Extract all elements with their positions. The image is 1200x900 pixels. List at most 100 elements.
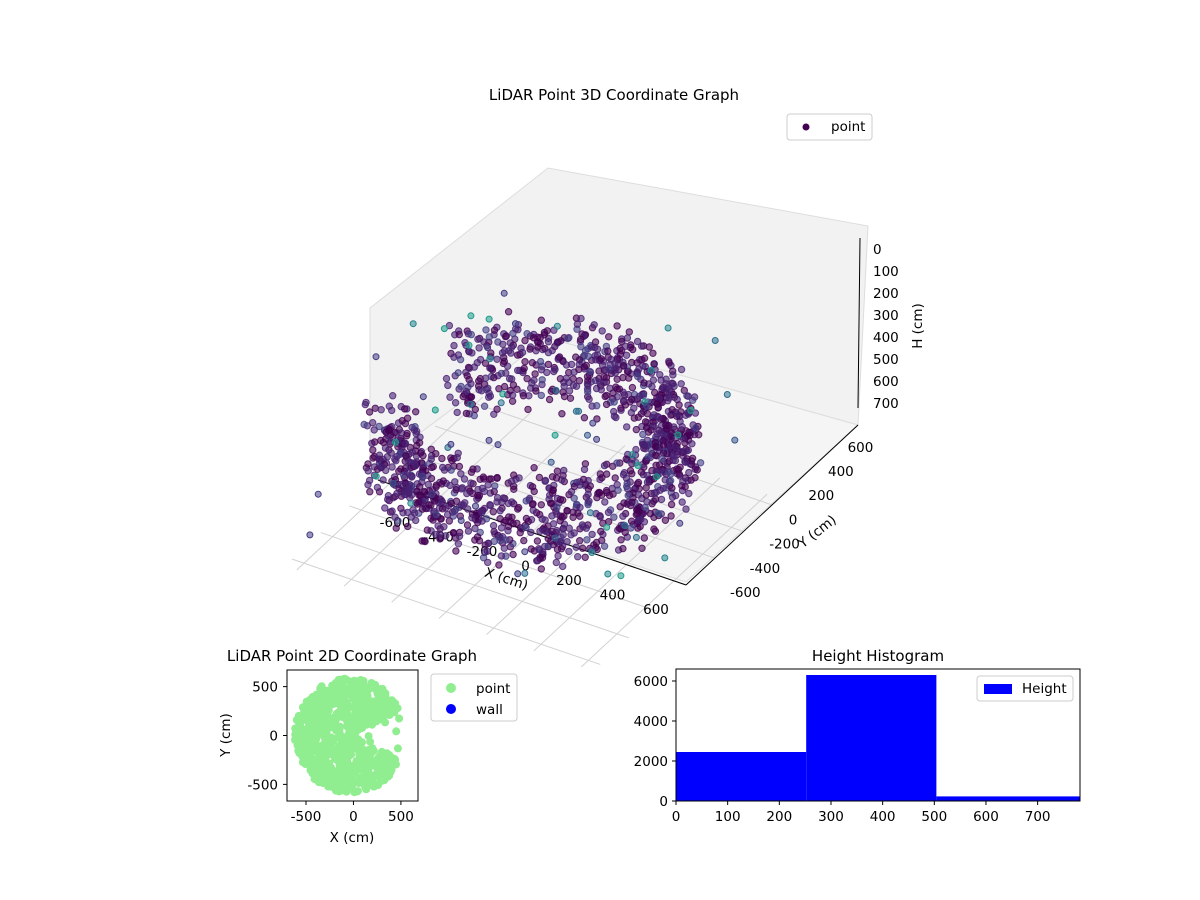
outlier-point-3d bbox=[654, 509, 662, 517]
data-point-3d bbox=[411, 462, 420, 470]
data-point-2d bbox=[318, 754, 327, 763]
data-point-2d bbox=[370, 684, 379, 693]
outlier-point-3d bbox=[499, 390, 507, 398]
data-point-3d bbox=[537, 501, 545, 509]
data-point-3d bbox=[484, 539, 493, 548]
data-point-2d bbox=[336, 730, 344, 739]
data-point-3d bbox=[377, 406, 385, 414]
2d-tick-labels: -500 0 500 -500 0 500 bbox=[247, 680, 413, 825]
data-point-3d bbox=[622, 455, 630, 463]
data-point-2d bbox=[344, 720, 353, 729]
data-point-3d bbox=[552, 474, 561, 482]
data-point-3d bbox=[585, 497, 593, 505]
data-point-2d bbox=[356, 676, 365, 684]
data-point-3d bbox=[486, 364, 494, 372]
data-point-3d bbox=[461, 499, 469, 507]
data-point-3d bbox=[496, 515, 504, 523]
data-point-3d bbox=[452, 497, 461, 505]
data-point-3d bbox=[584, 388, 592, 396]
data-point-3d bbox=[596, 378, 604, 386]
data-point-3d bbox=[402, 452, 410, 460]
tick-label-z-3d: 0 bbox=[873, 242, 882, 258]
outlier-point-3d bbox=[472, 502, 479, 510]
data-point-3d bbox=[502, 536, 510, 544]
data-point-2d bbox=[291, 732, 300, 740]
data-point-3d bbox=[392, 524, 400, 532]
legend-histogram-frame bbox=[976, 675, 1074, 702]
data-point-2d bbox=[364, 709, 373, 717]
legend-2d-point-marker bbox=[446, 683, 456, 693]
outlier-point-3d bbox=[589, 419, 597, 427]
data-point-3d bbox=[552, 558, 560, 567]
data-point-3d bbox=[562, 374, 570, 382]
data-point-3d bbox=[547, 499, 555, 507]
outlier-point-3d bbox=[551, 431, 559, 439]
data-point-3d bbox=[375, 422, 383, 431]
data-point-3d bbox=[439, 463, 447, 472]
data-point-3d bbox=[613, 385, 621, 393]
data-point-3d bbox=[391, 513, 399, 521]
data-point-3d bbox=[593, 402, 601, 410]
data-point-2d bbox=[393, 744, 402, 753]
outlier-point-3d bbox=[723, 391, 731, 398]
data-point-3d bbox=[660, 384, 668, 393]
data-point-3d bbox=[455, 532, 464, 540]
data-point-3d bbox=[506, 386, 514, 395]
data-point-3d bbox=[370, 426, 378, 434]
data-point-3d bbox=[365, 408, 374, 416]
data-point-2d bbox=[321, 734, 330, 743]
data-point-3d bbox=[623, 423, 631, 431]
outlier-point-3d bbox=[586, 509, 594, 517]
data-point-3d bbox=[643, 478, 652, 486]
data-point-3d bbox=[474, 335, 482, 343]
data-point-3d bbox=[463, 521, 472, 529]
data-point-3d bbox=[543, 327, 551, 335]
outlier-point-3d bbox=[617, 572, 625, 580]
data-point-3d bbox=[595, 488, 603, 497]
data-point-3d bbox=[509, 550, 517, 559]
tick-label-x-hist: 500 bbox=[921, 809, 947, 825]
data-point-3d bbox=[385, 427, 393, 435]
data-point-3d bbox=[644, 453, 653, 461]
data-point-3d bbox=[695, 431, 703, 439]
data-point-3d bbox=[468, 514, 476, 522]
tick-label-y-hist: 6000 bbox=[634, 674, 668, 690]
data-point-3d bbox=[641, 503, 649, 512]
data-point-3d bbox=[584, 476, 592, 485]
data-point-3d bbox=[553, 467, 562, 475]
data-point-3d bbox=[536, 340, 544, 348]
data-point-3d bbox=[600, 461, 609, 470]
data-point-2d bbox=[355, 695, 364, 704]
data-point-3d bbox=[597, 527, 605, 536]
data-point-3d bbox=[576, 512, 584, 520]
data-point-3d bbox=[523, 374, 531, 383]
outlier-point-3d bbox=[552, 386, 560, 394]
data-point-3d bbox=[418, 537, 426, 545]
data-point-3d bbox=[598, 474, 606, 482]
data-point-2d bbox=[365, 756, 374, 765]
data-point-3d bbox=[681, 483, 689, 491]
data-point-3d bbox=[515, 503, 523, 512]
data-point-3d bbox=[562, 361, 571, 369]
data-point-3d bbox=[619, 544, 627, 553]
data-point-3d bbox=[569, 513, 577, 521]
data-point-2d bbox=[317, 742, 326, 750]
tick-label-y-hist: 2000 bbox=[634, 754, 668, 770]
data-point-3d bbox=[655, 413, 663, 421]
data-point-3d bbox=[587, 343, 596, 351]
data-point-3d bbox=[578, 544, 587, 552]
outlier-point-3d bbox=[447, 440, 455, 448]
data-point-3d bbox=[572, 543, 580, 551]
data-point-2d bbox=[374, 754, 383, 762]
data-point-3d bbox=[432, 510, 440, 519]
data-point-3d bbox=[480, 338, 488, 346]
data-point-3d bbox=[522, 497, 530, 505]
data-point-3d bbox=[486, 501, 494, 509]
data-point-3d bbox=[628, 358, 636, 367]
data-point-3d bbox=[450, 341, 458, 350]
data-point-3d bbox=[576, 537, 584, 545]
data-point-3d bbox=[509, 520, 517, 528]
data-point-3d bbox=[479, 554, 488, 562]
data-point-3d bbox=[629, 345, 637, 354]
outlier-point-3d bbox=[314, 490, 322, 498]
